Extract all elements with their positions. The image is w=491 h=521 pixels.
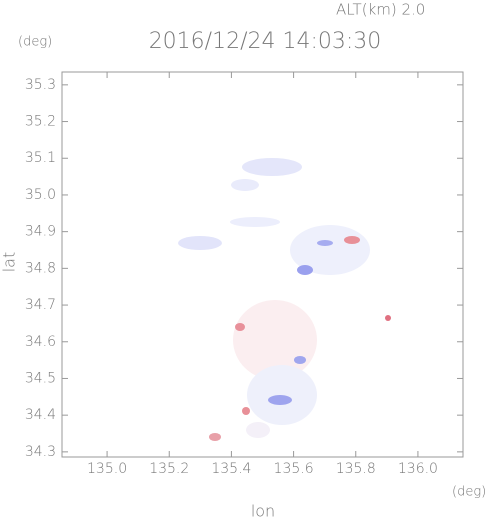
x-axis-label: lon bbox=[251, 502, 275, 521]
x-tick-label: 135.0 bbox=[87, 461, 127, 477]
y-tick-label: 34.7 bbox=[25, 297, 56, 313]
plot-frame bbox=[61, 71, 464, 458]
y-tick-label: 34.8 bbox=[25, 260, 56, 276]
x-tick-label: 135.2 bbox=[149, 461, 189, 477]
x-tick-label: 135.8 bbox=[336, 461, 376, 477]
altitude-label: ALT(km) 2.0 bbox=[336, 1, 425, 19]
radar-echo bbox=[178, 158, 391, 441]
y-axis-label: lat bbox=[0, 252, 19, 273]
y-tick-label: 34.9 bbox=[25, 224, 56, 240]
y-tick-label: 35.2 bbox=[25, 114, 56, 130]
y-tick-label: 35.0 bbox=[25, 187, 56, 203]
y-tick-label: 35.3 bbox=[25, 77, 56, 93]
y-tick-label: 34.4 bbox=[25, 407, 56, 423]
y-tick-label: 34.3 bbox=[25, 444, 56, 460]
x-unit: (deg) bbox=[452, 485, 486, 500]
chart-title: 2016/12/24 14:03:30 bbox=[149, 29, 382, 54]
y-tick-label: 34.6 bbox=[25, 334, 56, 350]
y-tick-label: 34.5 bbox=[25, 370, 56, 386]
x-tick-label: 135.4 bbox=[211, 461, 251, 477]
x-tick-label: 135.6 bbox=[274, 461, 314, 477]
y-unit: (deg) bbox=[18, 35, 52, 50]
y-tick-label: 35.1 bbox=[25, 150, 56, 166]
x-tick-label: 136.0 bbox=[398, 461, 438, 477]
